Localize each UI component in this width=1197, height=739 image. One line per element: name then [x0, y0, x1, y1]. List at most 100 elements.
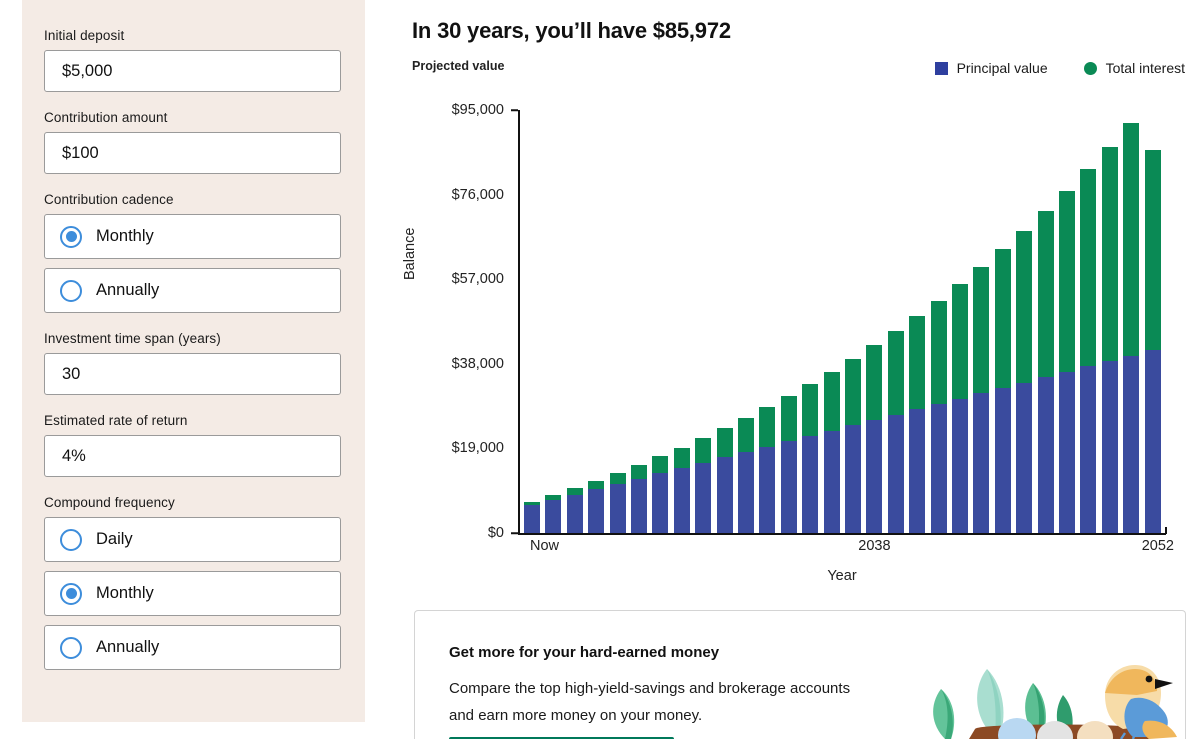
legend-item-interest: Total interest — [1083, 60, 1185, 76]
chart-bar[interactable] — [609, 473, 626, 533]
bar-segment-interest — [588, 480, 605, 490]
bar-segment-principal — [652, 473, 669, 533]
bar-segment-principal — [566, 494, 583, 533]
bar-segment-principal — [524, 505, 540, 533]
chart-bar[interactable] — [909, 316, 926, 533]
radio-option-compound-annually[interactable]: Annually — [44, 625, 341, 670]
chart-bar[interactable] — [631, 464, 647, 533]
label-initial-deposit: Initial deposit — [44, 28, 125, 43]
bar-segment-interest — [952, 284, 968, 399]
compare-accounts-button[interactable]: Compare accounts — [449, 737, 674, 739]
bar-segment-principal — [738, 451, 754, 533]
label-compound-frequency: Compound frequency — [44, 495, 175, 510]
input-initial-deposit[interactable]: $5,000 — [44, 50, 341, 92]
input-rate-of-return[interactable]: 4% — [44, 435, 341, 477]
chart-bar[interactable] — [1037, 211, 1054, 533]
chart-bar[interactable] — [588, 480, 605, 533]
chart-bar[interactable] — [802, 384, 819, 533]
inputs-sidebar: Initial deposit $5,000 Contribution amou… — [22, 0, 365, 722]
chart-bar[interactable] — [524, 502, 540, 533]
radio-option-compound-daily[interactable]: Daily — [44, 517, 341, 562]
y-axis-line — [518, 110, 520, 534]
radio-option-cadence-monthly[interactable]: Monthly — [44, 214, 341, 259]
promo-card: Get more for your hard-earned money Comp… — [414, 610, 1186, 739]
bar-segment-interest — [524, 502, 540, 506]
chart-bar[interactable] — [845, 359, 861, 533]
bar-segment-interest — [1016, 230, 1033, 383]
x-axis-line — [518, 533, 1166, 535]
chart-bar[interactable] — [759, 407, 776, 533]
x-tick-label: 2038 — [858, 538, 891, 554]
radio-label-compound-monthly: Monthly — [96, 584, 154, 602]
x-tick-label: Now — [530, 538, 560, 554]
input-time-span[interactable]: 30 — [44, 353, 341, 395]
results-panel: In 30 years, you’ll have $85,972 Project… — [402, 0, 1197, 739]
promo-heading: Get more for your hard-earned money — [449, 644, 720, 661]
chart-bar[interactable] — [994, 249, 1011, 533]
chart-bar[interactable] — [545, 495, 562, 533]
bar-segment-principal — [1123, 355, 1140, 533]
bar-segment-principal — [759, 446, 776, 533]
label-contribution-cadence: Contribution cadence — [44, 192, 174, 207]
bar-segment-interest — [887, 331, 904, 415]
x-axis-start-cap — [518, 527, 520, 534]
bar-segment-interest — [631, 464, 647, 479]
chart-bar[interactable] — [673, 447, 690, 533]
bar-segment-principal — [930, 403, 947, 533]
legend-square-icon — [934, 61, 948, 75]
chart-bar[interactable] — [930, 300, 947, 533]
bar-segment-principal — [1016, 382, 1033, 533]
chart-bar[interactable] — [1016, 230, 1033, 533]
bar-segment-principal — [1059, 371, 1075, 533]
x-axis-label: Year — [827, 568, 857, 584]
bar-segment-principal — [909, 409, 926, 533]
page-title: In 30 years, you’ll have $85,972 — [412, 18, 731, 43]
y-tick-label: $0 — [487, 525, 504, 541]
label-contribution-amount: Contribution amount — [44, 110, 168, 125]
chart-legend: Principal value Total interest — [934, 60, 1185, 76]
y-tick-mark — [511, 109, 518, 111]
bar-segment-principal — [1144, 350, 1161, 533]
bar-segment-principal — [802, 435, 819, 533]
chart-bar[interactable] — [652, 456, 669, 533]
chart-bar[interactable] — [1144, 150, 1161, 533]
chart-bar[interactable] — [566, 488, 583, 533]
bar-segment-principal — [952, 398, 968, 533]
bar-segment-interest — [759, 407, 776, 447]
input-contribution-amount[interactable]: $100 — [44, 132, 341, 174]
bar-segment-principal — [780, 441, 797, 533]
chart-bar[interactable] — [866, 345, 883, 533]
radio-unselected-icon — [60, 528, 82, 551]
radio-unselected-icon — [60, 636, 82, 659]
bar-segment-interest — [673, 447, 690, 468]
bar-segment-principal — [545, 500, 562, 533]
chart-bar[interactable] — [716, 428, 733, 533]
chart-bar[interactable] — [887, 331, 904, 533]
radio-option-cadence-annually[interactable]: Annually — [44, 268, 341, 313]
chart-bar[interactable] — [695, 438, 712, 533]
bar-segment-interest — [1080, 169, 1097, 367]
chart-bar[interactable] — [780, 396, 797, 533]
chart-bar[interactable] — [1080, 169, 1097, 533]
bar-segment-principal — [588, 489, 605, 533]
bar-segment-interest — [716, 428, 733, 458]
field-time-span: Investment time span (years) 30 — [44, 331, 343, 395]
radio-selected-icon — [60, 582, 82, 605]
chart-bar[interactable] — [952, 284, 968, 533]
chart-bar[interactable] — [973, 267, 990, 533]
bar-segment-principal — [845, 425, 861, 533]
chart-bar[interactable] — [1059, 190, 1075, 533]
bar-segment-interest — [695, 438, 712, 463]
chart-bar[interactable] — [738, 418, 754, 533]
radio-group-contribution-cadence: Monthly Annually — [44, 214, 343, 313]
bar-series-container — [524, 110, 1166, 533]
radio-option-compound-monthly[interactable]: Monthly — [44, 571, 341, 616]
field-contribution-amount: Contribution amount $100 — [44, 110, 343, 174]
y-axis-ticks: $0 $19,000 $38,000 $57,000 $76,000 $95,000 — [410, 0, 518, 600]
y-tick-label: $95,000 — [451, 102, 504, 118]
chart-bar[interactable] — [1123, 123, 1140, 533]
bar-segment-principal — [1037, 377, 1054, 533]
chart-bar[interactable] — [1101, 146, 1118, 533]
chart-bar[interactable] — [823, 372, 840, 533]
radio-label-compound-daily: Daily — [96, 530, 133, 548]
